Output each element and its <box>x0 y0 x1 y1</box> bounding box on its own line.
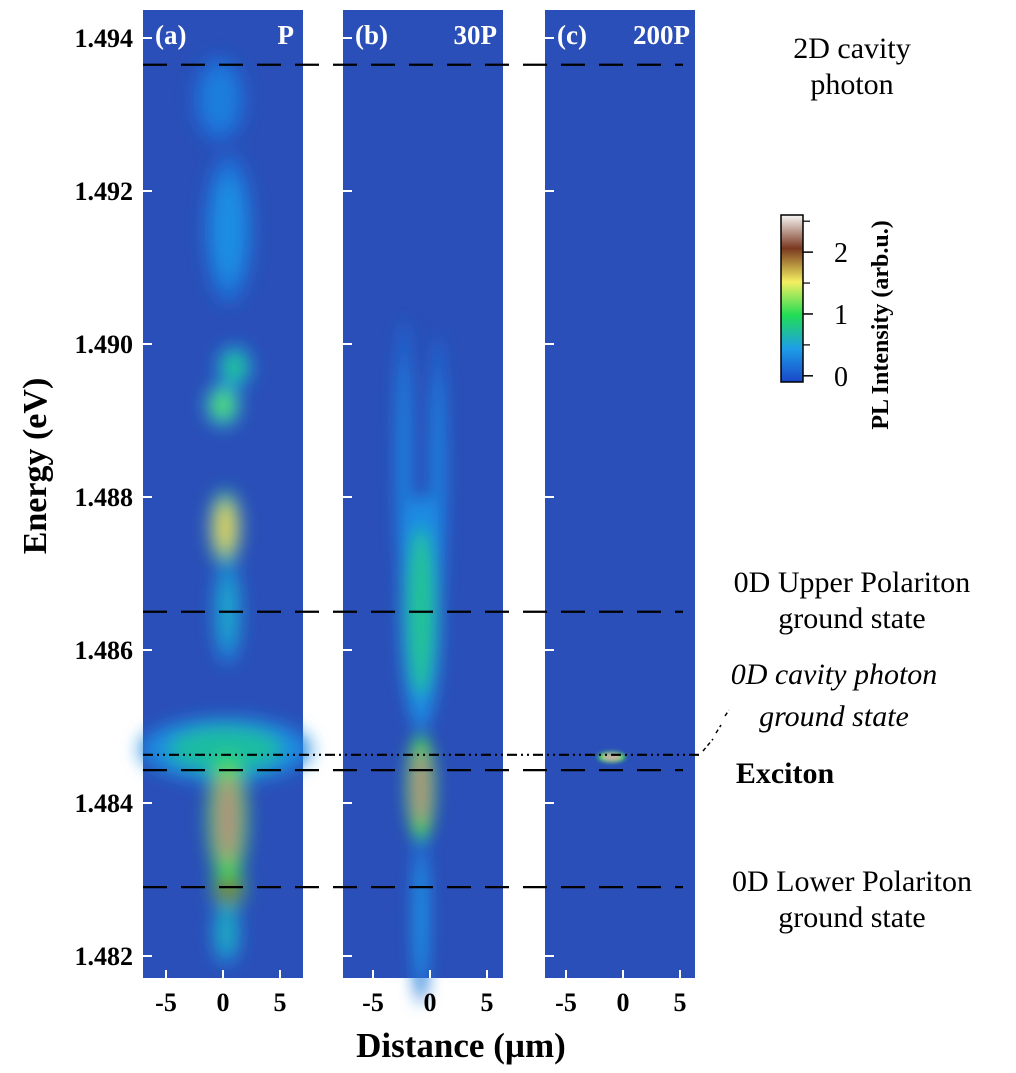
panel-a: (a) P <box>139 10 311 978</box>
intensity-spot <box>217 910 236 956</box>
y-tick-label: 1.494 <box>75 24 134 53</box>
reference-line-label: 0D Lower Polariton <box>732 865 972 898</box>
panel-c-tag: (c) <box>557 20 587 50</box>
reference-line-label: photon <box>810 68 893 101</box>
colorbar-title: PL Intensity (arb.u.) <box>868 220 894 429</box>
x-tick-label: 0 <box>217 988 230 1017</box>
reference-line-label: Exciton <box>736 757 835 790</box>
intensity-spot <box>215 500 236 555</box>
panel-b-power-label: 30P <box>454 20 498 50</box>
intensity-spot <box>411 749 430 826</box>
y-tick-label: 1.486 <box>75 636 134 665</box>
y-axis-title: Energy (eV) <box>17 378 54 555</box>
panel-tick-marks <box>143 37 681 978</box>
colorbar-fill <box>780 214 804 383</box>
panel-a-tag: (a) <box>155 20 186 50</box>
reference-line-label: 0D Upper Polariton <box>734 566 971 599</box>
y-tick-label: 1.482 <box>75 942 134 971</box>
panel-c-background <box>545 10 695 978</box>
x-axis-title: Distance (µm) <box>356 1026 566 1065</box>
intensity-spot <box>223 351 246 383</box>
x-tick-label: 0 <box>617 988 630 1017</box>
intensity-spot <box>215 772 241 865</box>
intensity-spot <box>398 359 410 559</box>
intensity-spot <box>432 374 444 574</box>
panel-c-intensity <box>597 751 626 763</box>
x-tick-label: 5 <box>481 988 494 1017</box>
colorbar-tick-label: 1 <box>834 300 848 331</box>
panel-a-intensity <box>139 56 311 966</box>
intensity-spot <box>168 726 283 773</box>
colorbar-tick-label: 0 <box>834 362 848 393</box>
reference-line-label: ground state <box>778 602 925 635</box>
reference-line-label: 0D cavity photon <box>731 658 938 691</box>
x-tick-label: -5 <box>555 988 577 1017</box>
reference-line-label: ground state <box>759 700 909 733</box>
y-tick-label: 1.490 <box>75 330 134 359</box>
reference-line-label: ground state <box>778 901 925 934</box>
x-tick-label: 0 <box>424 988 437 1017</box>
panel-c-power-label: 200P <box>633 20 690 50</box>
reference-lines <box>143 63 703 889</box>
x-tick-label: 5 <box>274 988 287 1017</box>
panel-a-power-label: P <box>278 20 295 50</box>
panel-c: (c) 200P <box>545 10 695 978</box>
x-axis-tick-labels: -5 0 5 -5 0 5 -5 0 5 <box>155 988 686 1017</box>
x-tick-label: -5 <box>362 988 384 1017</box>
x-tick-label: -5 <box>155 988 177 1017</box>
x-tick-label: 5 <box>674 988 687 1017</box>
colorbar-ticks: 0 1 2 <box>803 220 848 393</box>
panel-b: (b) 30P <box>343 10 503 1004</box>
intensity-spot <box>415 856 427 979</box>
intensity-spot <box>211 389 235 421</box>
y-tick-label: 1.492 <box>75 177 134 206</box>
y-tick-label: 1.488 <box>75 483 134 512</box>
y-axis-tick-labels: 1.482 1.484 1.486 1.488 1.490 1.492 1.494 <box>75 24 134 971</box>
cavity-photon-leader-line <box>702 709 730 752</box>
reference-line-label: 2D cavity <box>793 32 910 65</box>
colorbar: 0 1 2 PL Intensity (arb.u.) <box>780 214 894 430</box>
intensity-spot <box>212 175 245 283</box>
intensity-spot <box>202 68 237 130</box>
panel-b-tag: (b) <box>355 20 388 50</box>
colorbar-tick-label: 2 <box>834 238 848 269</box>
y-tick-label: 1.484 <box>75 789 134 818</box>
